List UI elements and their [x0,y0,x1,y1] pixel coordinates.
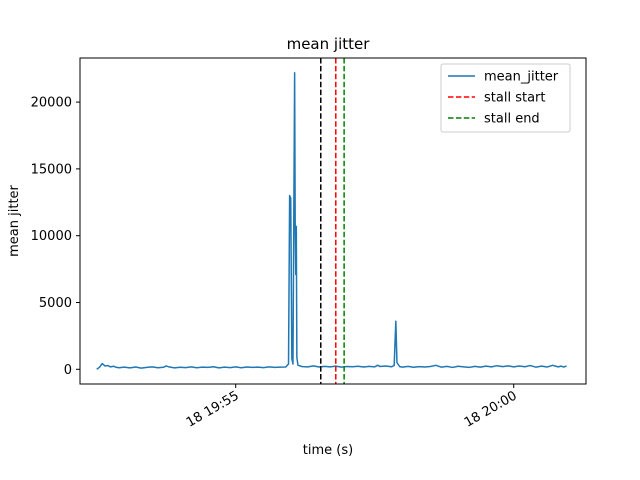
series-line-mean_jitter [96,71,567,370]
y-tick-label: 20000 [31,96,72,111]
x-tick-label: 18 20:00 [462,388,520,430]
y-tick-label: 5000 [39,296,72,311]
legend-box [440,63,571,133]
legend-label-stall-end: stall end [484,112,540,127]
plot-frame [79,57,587,385]
y-tick-label: 0 [64,363,72,378]
legend-label-stall-start: stall start [484,91,545,106]
y-axis-label: mean jitter [7,184,22,256]
x-tick-label: 18 19:55 [184,388,242,430]
y-tick-label: 15000 [31,162,72,177]
chart-title: mean jitter [287,35,371,53]
y-tick-label: 10000 [31,229,72,244]
legend-label-mean_jitter: mean_jitter [484,70,559,85]
x-axis-label: time (s) [303,443,353,458]
